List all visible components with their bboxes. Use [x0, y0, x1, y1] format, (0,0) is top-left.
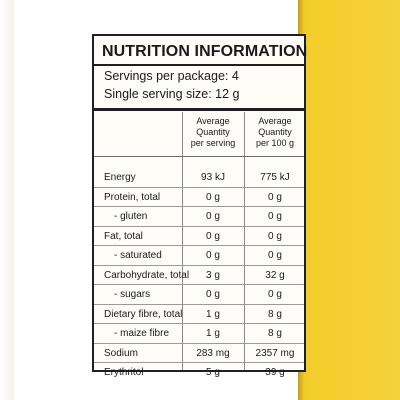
- column-header-per-100g: Average Quantity per 100 g: [244, 116, 306, 149]
- row-divider: [94, 323, 304, 324]
- nutrient-name: Fat, total: [104, 230, 143, 242]
- value-per-serving: 3 g: [206, 269, 220, 281]
- nutrient-row: - maize fibre 1 g 8 g: [94, 324, 304, 344]
- nutrient-row: Sodium 283 mg 2357 mg: [94, 344, 304, 364]
- value-per-serving: 1 g: [206, 328, 220, 339]
- package-yellow-side: [298, 0, 400, 400]
- nutrition-panel: NUTRITION INFORMATION Servings per packa…: [92, 34, 308, 378]
- header-rule: [94, 156, 304, 157]
- value-per-100g: 39 g: [265, 367, 285, 378]
- value-per-serving: 1 g: [206, 308, 220, 320]
- servings-per-package: Servings per package: 4: [104, 69, 239, 83]
- nutrient-name: Erythritol: [104, 367, 144, 378]
- nutrient-row: Erythritol 5 g 39 g: [94, 363, 304, 383]
- servings-rule: [94, 108, 304, 111]
- nutrient-name: Energy: [104, 172, 136, 183]
- nutrient-row: - gluten 0 g 0 g: [94, 207, 304, 227]
- row-divider: [94, 303, 304, 305]
- value-per-100g: 32 g: [265, 269, 285, 281]
- column-header-line: Quantity: [258, 127, 292, 137]
- nutrient-row: Energy 93 kJ 775 kJ: [94, 168, 304, 188]
- value-per-serving: 283 mg: [196, 347, 230, 359]
- row-divider: [94, 206, 304, 207]
- row-divider: [94, 245, 304, 246]
- nutrient-row: Protein, total 0 g 0 g: [94, 188, 304, 208]
- nutrient-name: - gluten: [114, 211, 148, 222]
- nutrient-name: - sugars: [114, 289, 151, 300]
- column-divider-1: [182, 112, 183, 370]
- value-per-serving: 0 g: [206, 250, 220, 261]
- row-divider: [94, 284, 304, 285]
- row-divider: [94, 342, 304, 344]
- nutrient-row: Fat, total 0 g 0 g: [94, 227, 304, 247]
- column-header-line: per serving: [190, 138, 236, 148]
- value-per-100g: 8 g: [268, 328, 282, 339]
- nutrient-row: Carbohydrate, total 3 g 32 g: [94, 266, 304, 286]
- package-left-edge: [0, 0, 14, 400]
- column-header-per-serving: Average Quantity per serving: [182, 116, 244, 149]
- column-header-line: Average: [196, 116, 230, 126]
- nutrient-row: Dietary fibre, total 1 g 8 g: [94, 305, 304, 325]
- value-per-serving: 0 g: [206, 289, 220, 300]
- nutrient-row: - saturated 0 g 0 g: [94, 246, 304, 266]
- nutrient-name: - saturated: [114, 250, 162, 261]
- serving-size: Single serving size: 12 g: [104, 87, 240, 101]
- column-header-line: Average: [258, 116, 292, 126]
- row-divider: [94, 225, 304, 227]
- row-divider: [94, 362, 304, 363]
- nutrient-row: - sugars 0 g 0 g: [94, 285, 304, 305]
- value-per-serving: 93 kJ: [201, 172, 225, 183]
- value-per-serving: 0 g: [206, 191, 220, 203]
- value-per-100g: 775 kJ: [260, 172, 290, 183]
- panel-title: NUTRITION INFORMATION: [102, 43, 308, 60]
- value-per-serving: 5 g: [206, 367, 220, 378]
- title-rule: [94, 64, 304, 66]
- value-per-100g: 0 g: [268, 250, 282, 261]
- nutrient-name: Dietary fibre, total: [104, 308, 183, 320]
- nutrient-name: - maize fibre: [114, 328, 170, 339]
- value-per-100g: 2357 mg: [255, 347, 295, 359]
- value-per-100g: 0 g: [268, 230, 282, 242]
- column-header-line: per 100 g: [255, 138, 295, 148]
- value-per-serving: 0 g: [206, 211, 220, 222]
- nutrient-name: Carbohydrate, total: [104, 269, 190, 281]
- row-divider: [94, 264, 304, 266]
- value-per-serving: 0 g: [206, 230, 220, 242]
- nutrient-name: Sodium: [104, 347, 138, 359]
- column-divider-2: [244, 112, 245, 370]
- nutrient-name: Protein, total: [104, 191, 161, 203]
- value-per-100g: 0 g: [268, 289, 282, 300]
- value-per-100g: 8 g: [268, 308, 282, 320]
- value-per-100g: 0 g: [268, 211, 282, 222]
- value-per-100g: 0 g: [268, 191, 282, 203]
- column-header-line: Quantity: [196, 127, 230, 137]
- row-divider: [94, 186, 304, 188]
